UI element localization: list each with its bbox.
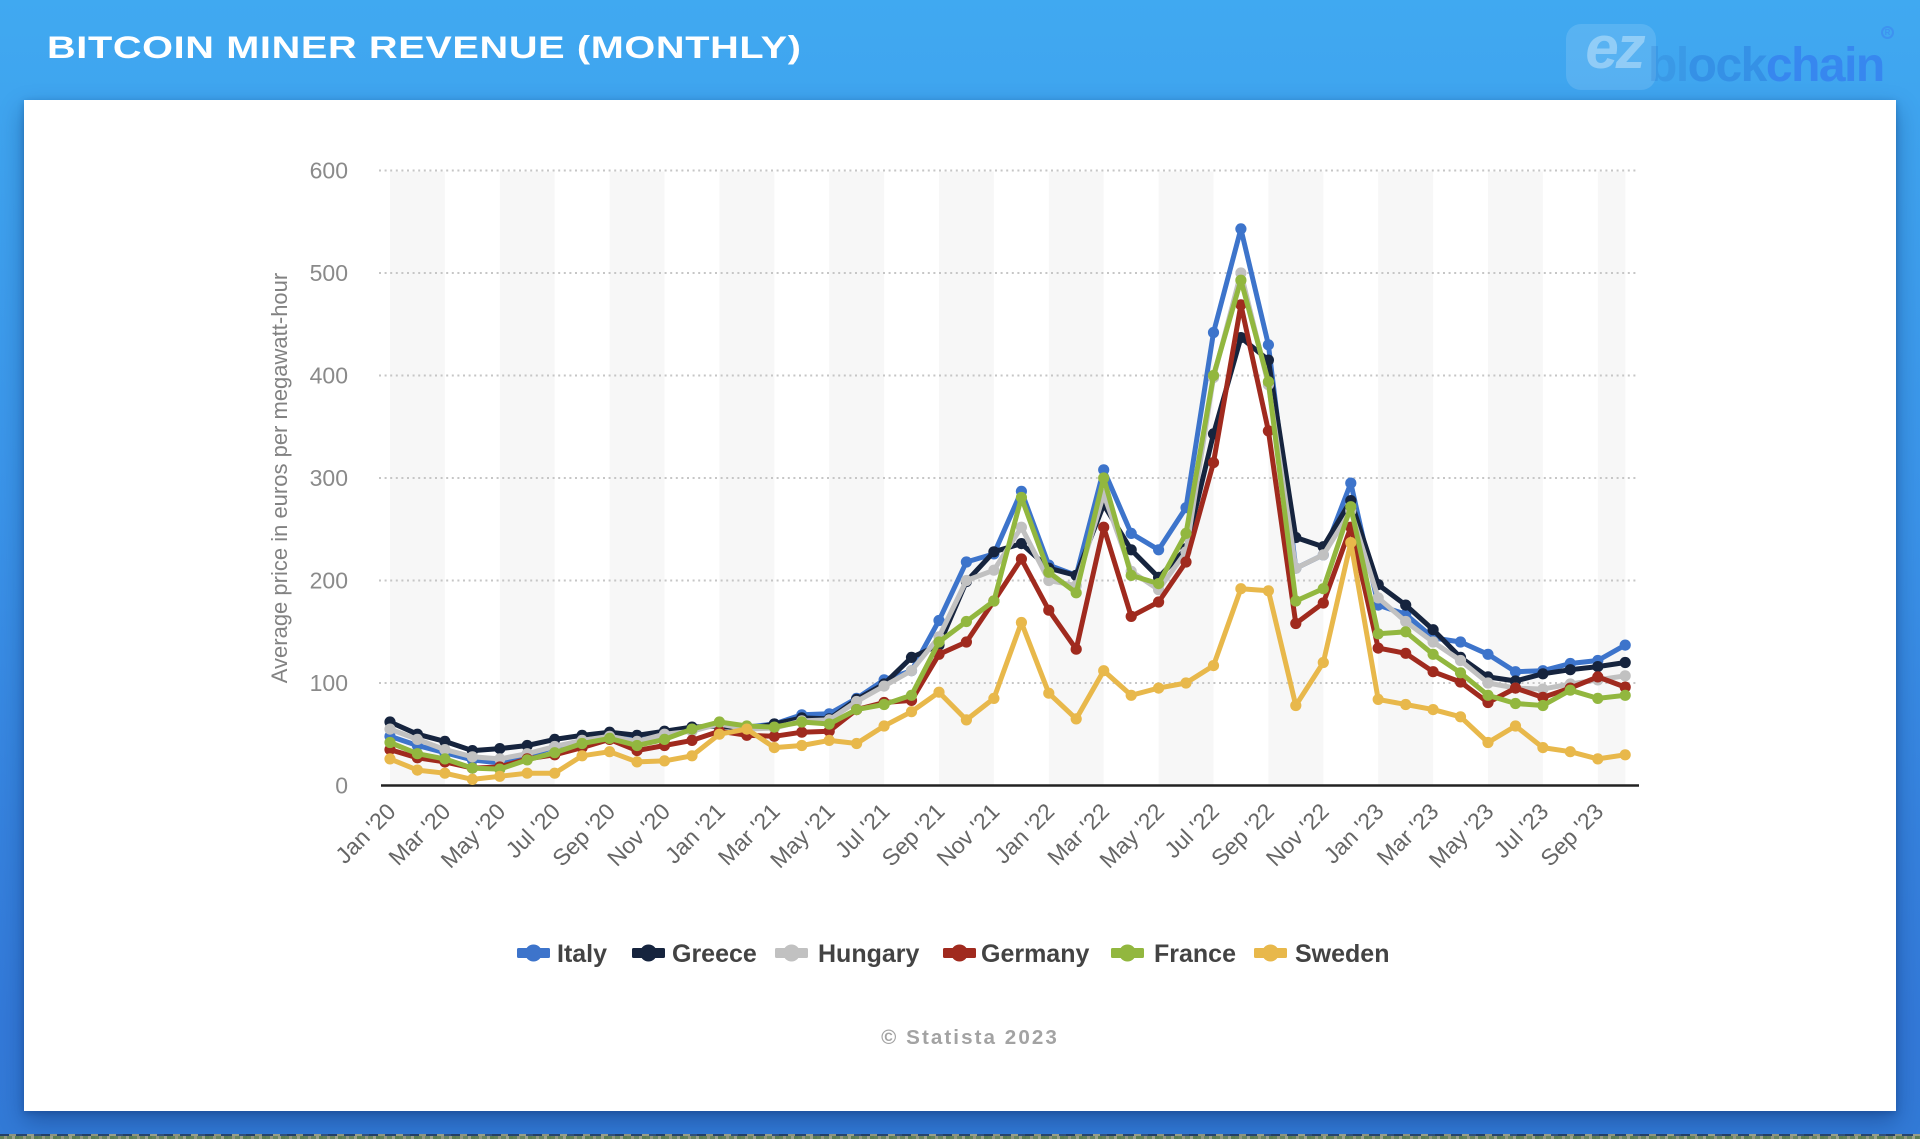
svg-text:Nov '22: Nov '22 [1261, 798, 1334, 871]
svg-text:Germany: Germany [981, 940, 1089, 968]
svg-text:100: 100 [310, 670, 348, 696]
svg-text:500: 500 [310, 260, 348, 286]
svg-text:Nov '21: Nov '21 [931, 798, 1004, 871]
svg-text:0: 0 [335, 773, 348, 799]
svg-text:Hungary: Hungary [818, 940, 920, 968]
svg-text:France: France [1154, 940, 1236, 968]
svg-text:Average price in euros per meg: Average price in euros per megawatt-hour [267, 273, 292, 683]
svg-text:200: 200 [310, 568, 348, 594]
svg-text:Nov '20: Nov '20 [602, 798, 675, 871]
svg-text:400: 400 [310, 363, 348, 389]
svg-text:Sep '23: Sep '23 [1535, 798, 1608, 871]
svg-text:© Statista 2023: © Statista 2023 [881, 1027, 1059, 1049]
svg-text:Italy: Italy [557, 940, 607, 968]
svg-text:Greece: Greece [672, 940, 757, 968]
svg-text:600: 600 [310, 158, 348, 184]
svg-text:Sweden: Sweden [1295, 940, 1389, 968]
svg-text:300: 300 [310, 465, 348, 491]
